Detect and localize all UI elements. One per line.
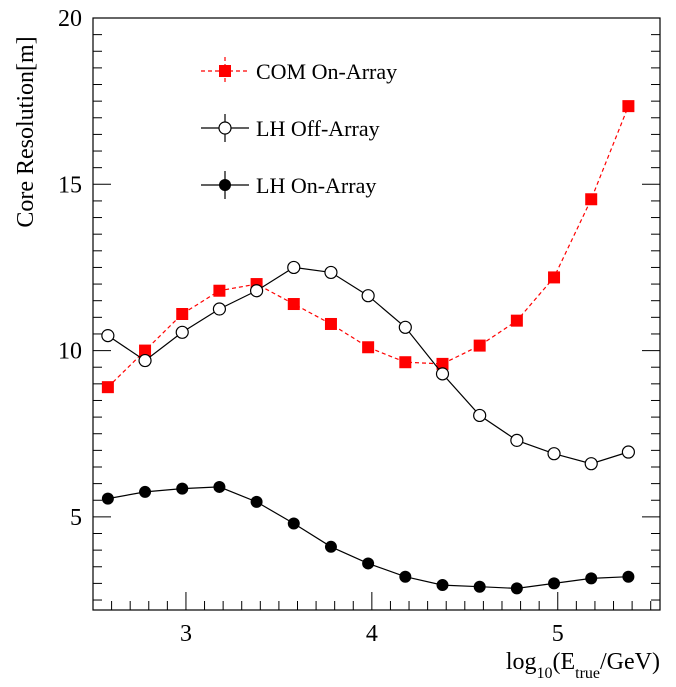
data-point [585, 572, 598, 585]
data-point [510, 433, 524, 447]
legend-entry: COM On-Array [201, 57, 397, 85]
legend-marker [219, 179, 231, 191]
y-tick-label: 10 [58, 339, 82, 365]
data-point [324, 540, 337, 553]
data-point [287, 298, 300, 311]
x-axis-label-rest: /GeV) [600, 649, 660, 675]
data-point [548, 271, 561, 284]
series-2 [101, 260, 635, 471]
data-point [213, 284, 226, 297]
data-point [250, 495, 263, 508]
data-point [473, 408, 487, 423]
data-point [435, 367, 450, 381]
data-point [287, 517, 300, 530]
data-point [362, 557, 375, 570]
data-point [213, 480, 226, 493]
data-point [399, 356, 412, 369]
data-point [287, 260, 301, 275]
data-point [398, 320, 412, 334]
series-1 [101, 100, 635, 394]
legend-marker [219, 65, 231, 77]
data-point [139, 485, 152, 498]
data-point [176, 482, 189, 495]
data-point [399, 570, 412, 583]
series-layer [101, 100, 635, 595]
data-point [436, 357, 449, 370]
data-point [547, 447, 561, 461]
x-tick-label: 3 [180, 621, 192, 647]
data-point [622, 570, 635, 583]
legend-label: COM On-Array [256, 59, 397, 84]
data-point [548, 577, 561, 590]
x-tick-label: 5 [552, 621, 564, 647]
tick-layer: 3 4 5 5 10 15 20 [58, 6, 660, 647]
data-point [436, 579, 449, 592]
data-point [584, 457, 598, 471]
plot-frame [92, 17, 661, 611]
legend-label: LH On-Array [256, 173, 376, 198]
data-point [361, 289, 375, 303]
y-axis-label: Core Resolution[m] [13, 36, 39, 227]
legend-label: LH Off-Array [256, 116, 380, 141]
y-tick-label: 20 [58, 6, 82, 32]
data-point [324, 317, 337, 330]
data-point [585, 193, 598, 206]
x-axis-label-prefix-sub: 10 [536, 665, 552, 682]
series-3 [101, 480, 635, 595]
x-axis-label-prefix: log [506, 649, 537, 675]
data-point [212, 302, 227, 316]
x-axis-label-var-sub: true [575, 665, 600, 682]
data-point [138, 353, 152, 368]
data-point [324, 265, 338, 280]
data-point [139, 344, 152, 357]
data-point [622, 100, 635, 113]
data-point [101, 492, 114, 505]
legend-marker [218, 121, 232, 135]
data-point [510, 314, 523, 327]
data-point [473, 339, 486, 352]
data-point [473, 580, 486, 593]
data-point [176, 308, 189, 320]
x-tick-label: 4 [366, 621, 378, 647]
series-line [107, 486, 629, 590]
data-point [621, 445, 635, 459]
data-point [101, 381, 114, 394]
x-axis-label: log10(Etrue/GeV) [506, 649, 660, 682]
legend-entry: LH On-Array [201, 171, 376, 199]
legend-entry: LH Off-Array [201, 114, 380, 142]
data-point [362, 341, 375, 354]
data-point [175, 325, 189, 339]
data-point [510, 582, 523, 595]
data-point [101, 329, 115, 343]
x-axis-label-open: (E [552, 649, 575, 675]
data-point [249, 284, 264, 298]
y-tick-label: 15 [58, 172, 82, 198]
legend: COM On-Array LH Off-Array LH On-Array [201, 57, 397, 199]
y-tick-label: 5 [70, 505, 82, 531]
